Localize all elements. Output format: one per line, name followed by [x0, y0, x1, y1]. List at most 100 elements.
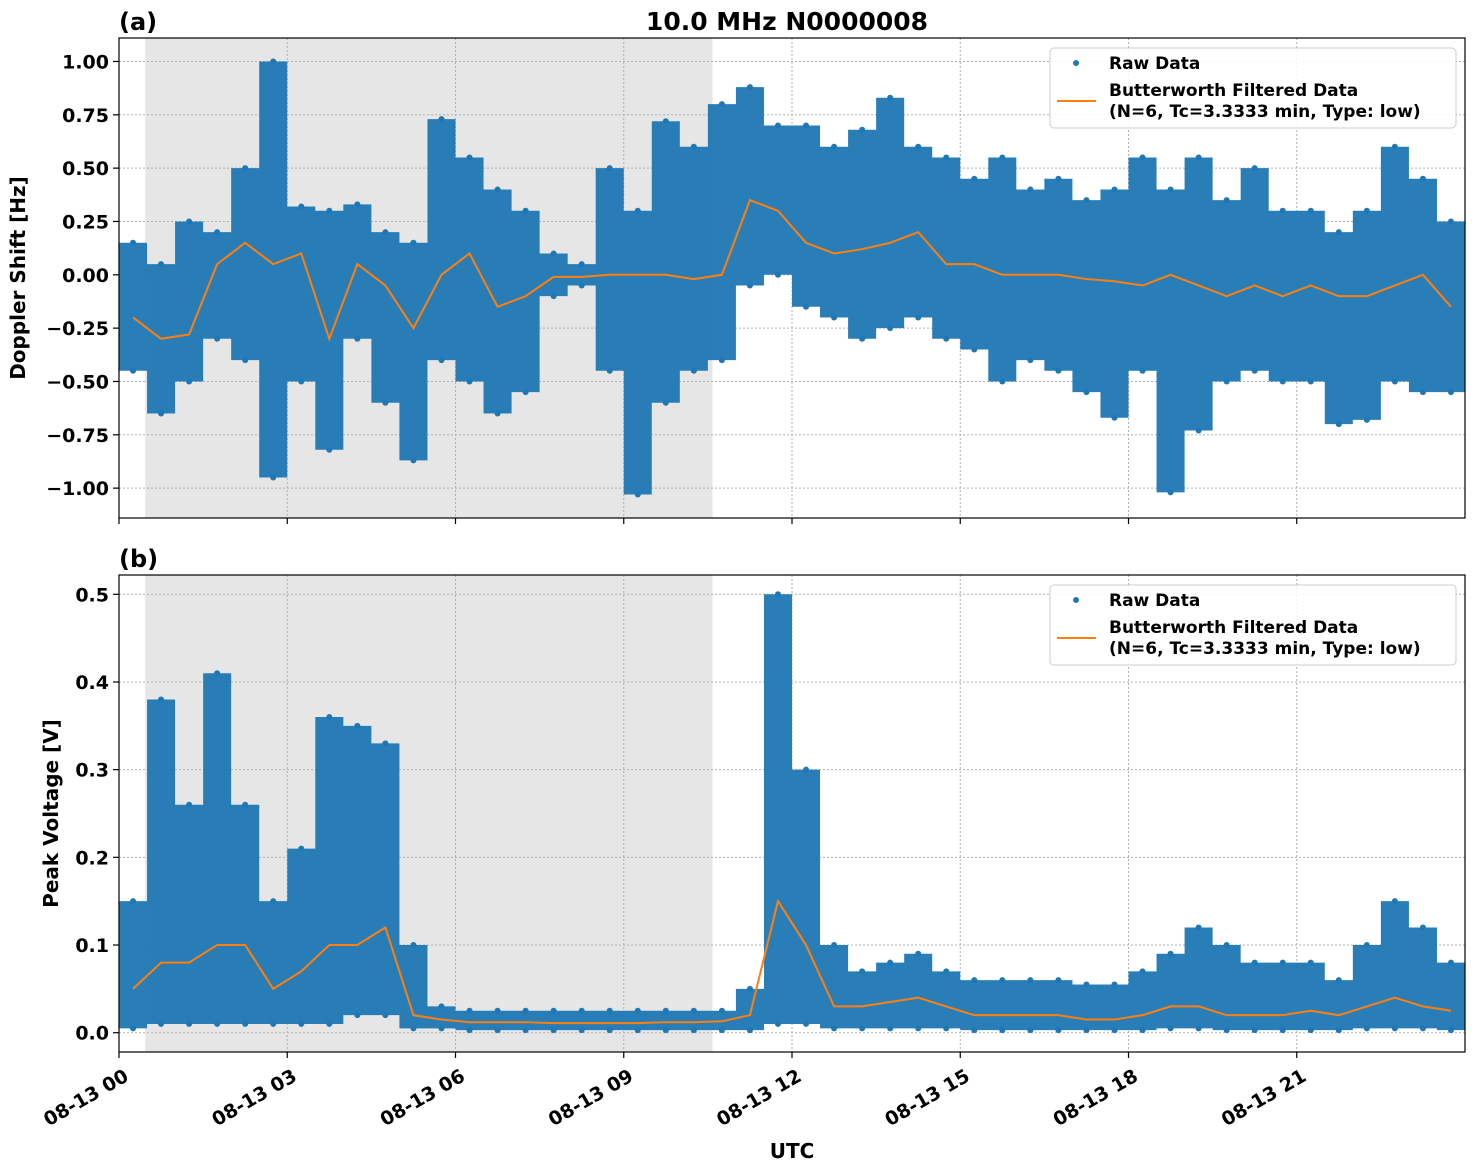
y-tick-label: 0.0: [75, 1023, 109, 1045]
x-tick-label: 08-13 06: [377, 1065, 469, 1131]
raw-data-point: [915, 1025, 922, 1032]
raw-data-point: [438, 1025, 445, 1032]
raw-data-point: [1391, 1025, 1398, 1032]
raw-data-point: [634, 207, 641, 214]
raw-data-point: [466, 378, 473, 385]
raw-data-point: [1447, 1027, 1454, 1034]
raw-data-point: [634, 1027, 641, 1034]
raw-data-point: [214, 670, 221, 677]
raw-data-point: [1335, 977, 1342, 984]
raw-data-point: [1363, 942, 1370, 949]
raw-data-point: [859, 126, 866, 133]
raw-data-point: [1307, 378, 1314, 385]
raw-data-point: [1167, 1025, 1174, 1032]
raw-data-point: [242, 1020, 249, 1027]
raw-data-point: [1055, 175, 1062, 182]
legend-filtered-params: (N=6, Tc=3.3333 min, Type: low): [1109, 639, 1421, 659]
raw-data-point: [298, 845, 305, 852]
raw-data-point: [410, 1025, 417, 1032]
raw-data-point: [438, 1003, 445, 1010]
raw-data-point: [1335, 421, 1342, 428]
raw-data-point: [214, 335, 221, 342]
raw-data-point: [1279, 207, 1286, 214]
y-tick-label: −0.75: [46, 425, 109, 447]
raw-data-point: [971, 175, 978, 182]
raw-data-point: [242, 801, 249, 808]
raw-data-point: [1391, 143, 1398, 150]
raw-data-point: [522, 1007, 529, 1014]
legend-box: [1049, 47, 1457, 129]
raw-data-point: [1419, 924, 1426, 931]
legend: Raw Data Butterworth Filtered Data(N=6, T…: [1049, 47, 1457, 129]
raw-data-point: [410, 457, 417, 464]
raw-data-point: [326, 207, 333, 214]
raw-data-point: [1307, 959, 1314, 966]
y-tick-label: 0.1: [75, 935, 109, 957]
x-tick-label: 08-13 00: [40, 1065, 132, 1131]
raw-data-point: [298, 1020, 305, 1027]
raw-data-point: [494, 1007, 501, 1014]
raw-data-point: [1111, 414, 1118, 421]
raw-data-point: [1335, 1027, 1342, 1034]
raw-data-point: [550, 1007, 557, 1014]
raw-data-point: [1139, 154, 1146, 161]
raw-data-point: [690, 367, 697, 374]
raw-data-point: [1251, 367, 1258, 374]
raw-data-point: [410, 239, 417, 246]
raw-data-point: [466, 1007, 473, 1014]
raw-data-point: [999, 378, 1006, 385]
raw-data-point: [634, 1007, 641, 1014]
raw-data-point: [1419, 175, 1426, 182]
raw-data-point: [606, 1027, 613, 1034]
raw-data-point: [1391, 898, 1398, 905]
x-tick-label: 08-13 18: [1050, 1065, 1142, 1131]
x-tick-label: 08-13 15: [881, 1065, 973, 1131]
raw-data-point: [971, 977, 978, 984]
raw-data-point: [803, 303, 810, 310]
y-tick-label: −0.25: [46, 318, 109, 340]
raw-data-point: [522, 1027, 529, 1034]
raw-data-point: [999, 1027, 1006, 1034]
raw-data-point: [438, 357, 445, 364]
raw-data-point: [690, 1007, 697, 1014]
y-tick-label: 0.3: [75, 760, 109, 782]
raw-data-point: [915, 143, 922, 150]
raw-data-point: [1083, 981, 1090, 988]
raw-data-point: [130, 898, 137, 905]
raw-data-point: [130, 1025, 137, 1032]
panel-label: (a): [119, 8, 157, 36]
raw-data-point: [466, 154, 473, 161]
raw-data-point: [915, 950, 922, 957]
raw-data-point: [999, 154, 1006, 161]
raw-data-point: [438, 116, 445, 123]
raw-data-point: [1251, 1027, 1258, 1034]
raw-data-point: [382, 1012, 389, 1019]
y-tick-label: 0.4: [75, 672, 109, 694]
raw-data-point: [718, 101, 725, 108]
raw-data-band: [119, 61, 1465, 495]
y-tick-label: −1.00: [46, 478, 109, 500]
raw-data-point: [1307, 1027, 1314, 1034]
raw-data-point: [1195, 924, 1202, 931]
raw-data-point: [410, 942, 417, 949]
raw-data-point: [1167, 489, 1174, 496]
raw-data-point: [130, 239, 137, 246]
raw-data-point: [1195, 1025, 1202, 1032]
raw-data-point: [354, 1012, 361, 1019]
legend-filtered-label: Butterworth Filtered Data: [1109, 81, 1358, 101]
raw-data-point: [550, 293, 557, 300]
raw-data-point: [270, 898, 277, 905]
legend-box: [1049, 584, 1457, 666]
raw-data-point: [887, 94, 894, 101]
raw-data-point: [1139, 1027, 1146, 1034]
raw-data-point: [746, 985, 753, 992]
raw-data-point: [1027, 1027, 1034, 1034]
raw-data-point: [1195, 154, 1202, 161]
raw-data-point: [1111, 1027, 1118, 1034]
raw-data-point: [382, 399, 389, 406]
raw-data-point: [1083, 1027, 1090, 1034]
legend-filtered-params: (N=6, Tc=3.3333 min, Type: low): [1109, 102, 1421, 122]
raw-data-point: [859, 968, 866, 975]
raw-data-point: [550, 1027, 557, 1034]
